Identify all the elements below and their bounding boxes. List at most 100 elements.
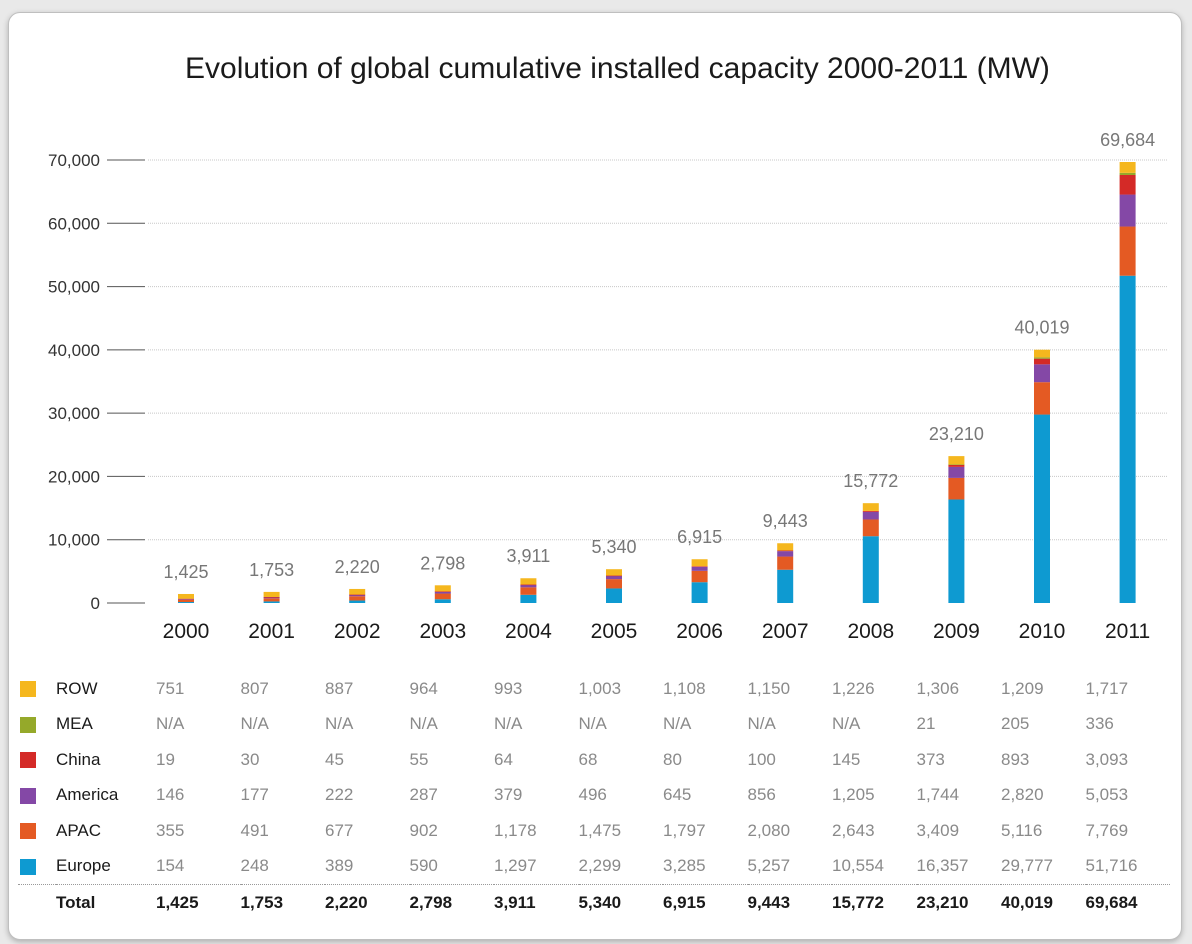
bar-segment-apac	[862, 519, 879, 537]
table-cell: 893	[1001, 749, 1030, 769]
bar-segment-row	[434, 585, 451, 592]
x-tick-label: 2000	[163, 620, 210, 643]
bar-segment-row	[862, 503, 879, 511]
bar-segment-china	[1119, 174, 1136, 195]
table-cell: 379	[494, 785, 523, 805]
total-cell: 3,911	[494, 884, 579, 921]
table-cell: 355	[156, 820, 185, 840]
table-cell: 677	[325, 820, 354, 840]
table-cell: 45	[325, 749, 344, 769]
table-row: ROW 751 807 887 964 993 1,003 1,108 1,150 1,226 1,…	[18, 671, 1170, 707]
x-tick-label: 2007	[762, 620, 809, 643]
total-label: 2,798	[420, 553, 465, 573]
table-cell: 3,409	[916, 820, 960, 840]
table-cell: N/A	[832, 714, 861, 734]
y-tick-label: 60,000	[48, 214, 100, 233]
x-tick-label: 2010	[1019, 620, 1066, 643]
row-label: America	[56, 785, 119, 805]
total-cell: 9,443	[747, 884, 832, 921]
x-tick-label: 2009	[933, 620, 980, 643]
bar-segment-row	[606, 569, 622, 576]
total-cell: 40,019	[1001, 884, 1086, 921]
y-tick-label: 30,000	[48, 404, 100, 423]
table-cell: 993	[494, 678, 523, 698]
bar-segment-europe	[777, 569, 794, 603]
table-cell: 1,744	[916, 785, 960, 805]
total-label: 15,772	[843, 471, 898, 491]
table-cell: 1,297	[494, 856, 537, 876]
table-cell: 1,178	[494, 820, 537, 840]
total-cell: 69,684	[1085, 884, 1170, 921]
total-cell: 15,772	[832, 884, 917, 921]
bar-segment-china	[606, 575, 622, 577]
bar-segment-apac	[178, 599, 194, 603]
table-cell: 902	[409, 820, 438, 840]
bar-segment-apac	[349, 596, 366, 601]
bar-segment-europe	[349, 600, 366, 603]
table-cell: 80	[663, 749, 682, 769]
total-cell: 1,753	[240, 884, 325, 921]
bar-chart: 0 10,000 20,000 30,000 40,000 50,000 60,000 70,…	[48, 130, 1168, 643]
table-cell: 287	[409, 785, 438, 805]
table-cell: 55	[409, 749, 429, 769]
bar-segment-mea	[948, 464, 965, 465]
bar-segment-america	[777, 551, 794, 557]
table-cell: 100	[747, 749, 776, 769]
bar-segment-apac	[777, 556, 794, 570]
table-cell: 1,003	[578, 678, 622, 698]
swatch-china	[20, 752, 36, 769]
bar-segment-row	[349, 588, 366, 595]
data-table: ROW 751 807 887 964 993 1,003 1,108 1,150 1,226 1,…	[18, 671, 1170, 921]
bar-segment-row	[263, 591, 280, 598]
table-cell: 807	[240, 678, 269, 698]
bar-segment-china	[178, 598, 194, 600]
row-label: ROW	[56, 678, 98, 698]
table-cell: N/A	[409, 714, 438, 734]
bar-segment-apac	[1034, 382, 1050, 415]
table-cell: 1,475	[578, 820, 622, 840]
y-tick-label: 10,000	[48, 531, 100, 550]
table-cell: 373	[916, 749, 945, 769]
bar-segment-europe	[606, 588, 622, 603]
table-cell: N/A	[663, 714, 692, 734]
table-cell: 21	[916, 714, 936, 734]
total-label: 69,684	[1100, 130, 1155, 150]
bar-segment-china	[520, 584, 537, 586]
swatch-mea	[20, 716, 36, 733]
table-cell: 2,299	[578, 856, 622, 876]
table-cell: 645	[663, 785, 692, 805]
swatch-america	[20, 787, 36, 804]
x-tick-label: 2008	[847, 620, 894, 643]
table-cell: N/A	[325, 714, 354, 734]
total-spacer	[18, 884, 56, 921]
total-cell: 2,220	[325, 884, 410, 921]
table-cell: 964	[409, 678, 438, 698]
table-cell: 2,643	[832, 820, 875, 840]
table-cell: N/A	[494, 714, 523, 734]
table-cell: 177	[240, 785, 269, 805]
bar-segment-america	[263, 597, 280, 599]
row-label: APAC	[56, 820, 102, 840]
total-label: 40,019	[1014, 318, 1069, 338]
table-cell: N/A	[240, 714, 269, 734]
table-cell: 1,717	[1085, 678, 1129, 698]
table-row: China 19 30 45 55 64 68 80 100 145 373 893 3,093	[18, 742, 1170, 778]
row-label: China	[56, 749, 101, 769]
y-tick-label: 20,000	[48, 467, 100, 486]
bar-segment-america	[434, 591, 451, 594]
legend-swatch	[18, 813, 56, 849]
table-cell: 887	[325, 678, 354, 698]
table-cell: 205	[1001, 714, 1030, 734]
table-cell: 491	[240, 820, 269, 840]
bar-segment-row	[520, 578, 537, 585]
bar-segment-apac	[263, 598, 280, 602]
table-cell: 1,226	[832, 678, 875, 698]
table-cell: 5,257	[747, 856, 791, 876]
x-tick-label: 2011	[1105, 620, 1150, 643]
table-cell: 1,209	[1001, 678, 1044, 698]
bar-segment-europe	[691, 582, 708, 603]
table-cell: 2,820	[1001, 785, 1044, 805]
y-tick-label: 40,000	[48, 341, 100, 360]
legend-swatch	[18, 849, 56, 885]
total-label: 1,425	[163, 562, 208, 582]
